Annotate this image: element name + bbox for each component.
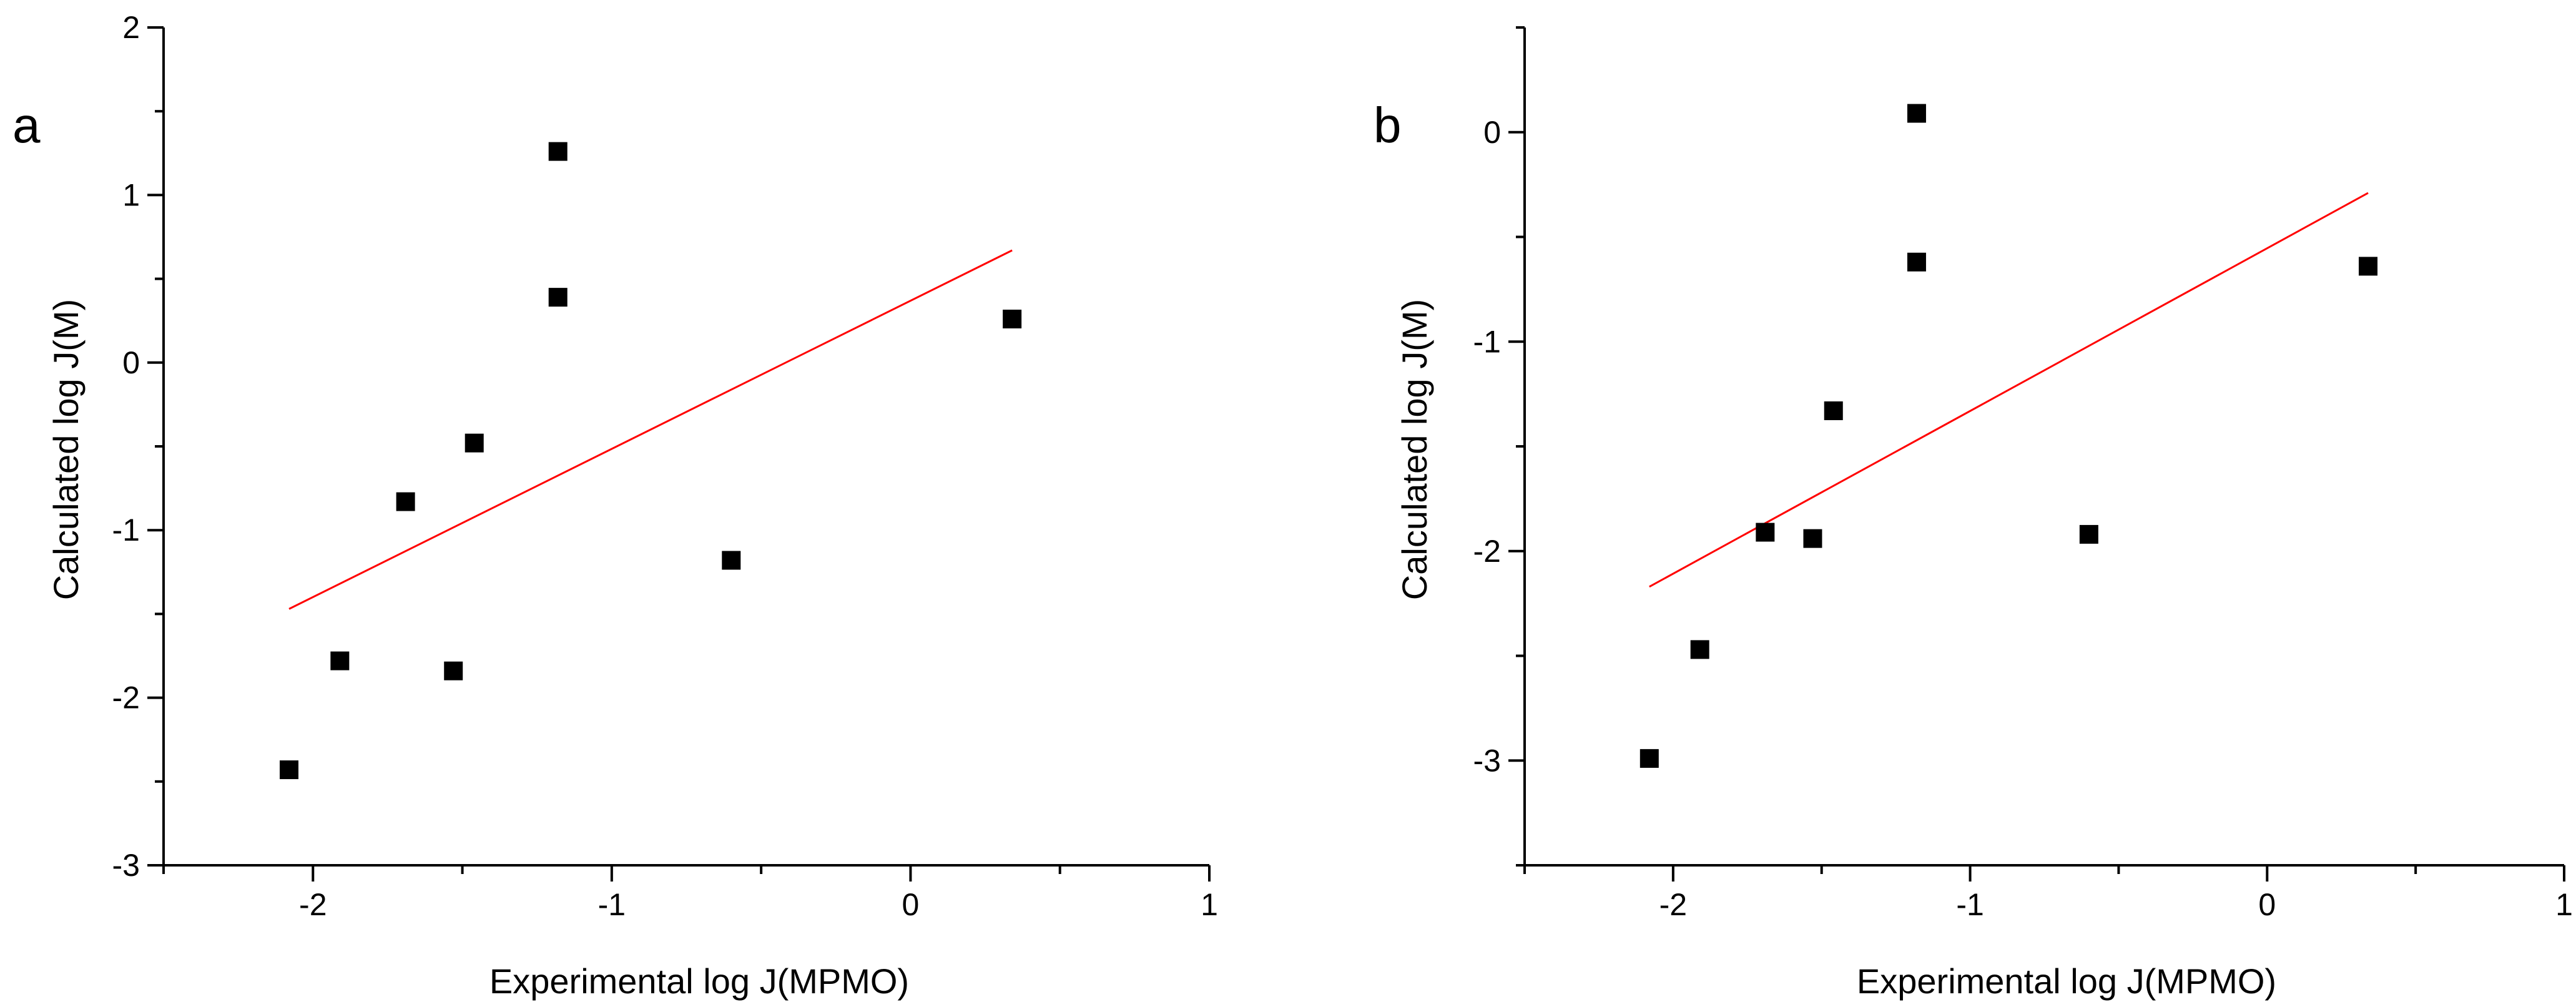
x-axis-title: Experimental log J(MPMO) (489, 961, 909, 1001)
data-point (1756, 523, 1775, 542)
x-tick-label: -2 (1659, 887, 1687, 922)
data-point (1824, 401, 1843, 420)
y-tick-label: 1 (122, 177, 140, 212)
y-tick-label: -3 (1473, 743, 1501, 778)
data-point (2359, 257, 2378, 276)
tick-group: -2 -1 0 1 -3 -2 -1 0 (1473, 26, 2573, 922)
data-point (1803, 529, 1822, 548)
fit-line (288, 249, 1013, 610)
data-point (1907, 252, 1926, 272)
mark-group (280, 142, 1022, 780)
data-point (548, 142, 568, 161)
data-point (548, 288, 568, 307)
data-point (1907, 104, 1926, 123)
data-point (722, 551, 741, 570)
y-tick-label: -1 (1473, 324, 1501, 359)
x-tick-label: 0 (902, 887, 920, 922)
panel-b: b Experimental log J(MPMO) Calculated lo… (1374, 26, 2573, 1001)
data-point (280, 760, 298, 780)
y-tick-label: -1 (112, 513, 140, 548)
x-tick-label: -1 (1956, 887, 1984, 922)
y-tick-label: -2 (112, 680, 140, 715)
panel-a: a Experimental log J(MPMO) Calculated lo… (12, 10, 1218, 1001)
x-axis-title: Experimental log J(MPMO) (1857, 961, 2276, 1001)
data-point (2079, 524, 2098, 544)
data-point (1690, 640, 1709, 659)
x-tick-label: -2 (299, 887, 327, 922)
y-tick-label: -3 (112, 848, 140, 883)
data-point (396, 492, 415, 511)
mark-group (1639, 104, 2378, 768)
fit-line (1649, 192, 2369, 588)
tick-group: -2 -1 0 1 -3 -2 -1 0 1 2 (112, 10, 1218, 922)
x-tick-label: -1 (598, 887, 626, 922)
y-tick-label: 0 (1483, 115, 1501, 150)
y-tick-label: 0 (122, 345, 140, 380)
data-point (330, 651, 350, 671)
y-tick-label: 2 (122, 10, 140, 45)
data-point (1639, 749, 1659, 768)
data-point (465, 433, 484, 453)
x-tick-label: 0 (2258, 887, 2276, 922)
x-tick-label: 1 (2555, 887, 2573, 922)
panel-label: a (12, 97, 41, 153)
y-axis-title: Calculated log J(M) (1395, 299, 1434, 600)
y-axis-title: Calculated log J(M) (46, 299, 86, 600)
data-point (1003, 310, 1022, 329)
panel-label: b (1374, 97, 1402, 153)
x-tick-label: 1 (1201, 887, 1218, 922)
y-tick-label: -2 (1473, 534, 1501, 569)
data-point (444, 661, 463, 680)
